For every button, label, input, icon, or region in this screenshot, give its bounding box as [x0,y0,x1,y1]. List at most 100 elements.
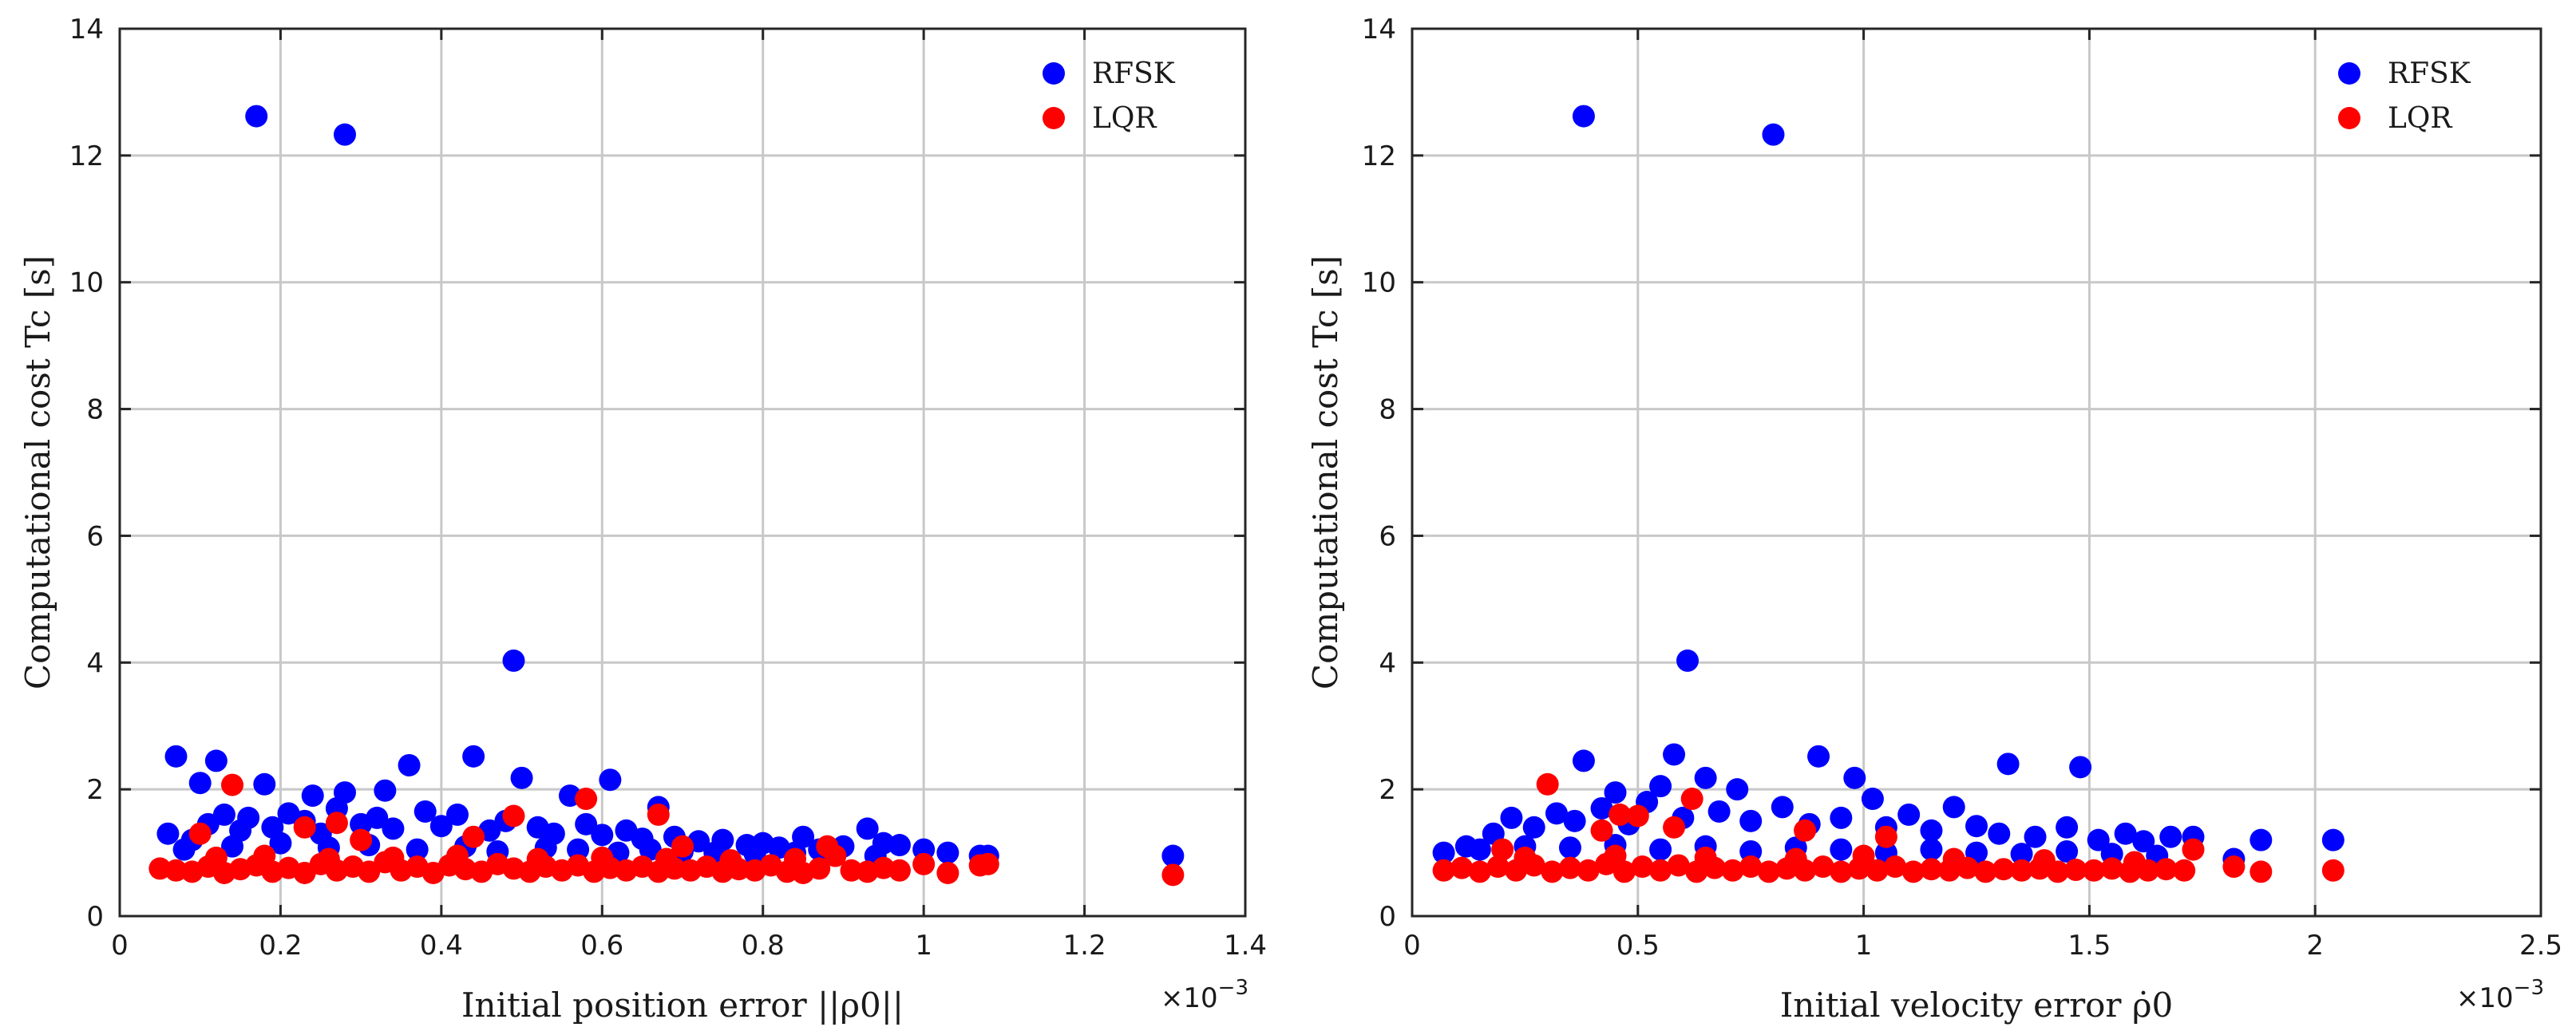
data-point-rfsk [1545,802,1568,825]
series-rfsk [1432,105,2345,871]
data-point-lqr [1514,846,1537,869]
legend-label-rfsk: RFSK [2388,57,2471,90]
data-point-rfsk [502,649,525,672]
data-point-lqr [221,773,243,796]
legend-label-rfsk: RFSK [1092,57,1176,90]
data-point-rfsk [1558,836,1581,859]
data-point-lqr [1450,856,1474,879]
data-point-lqr [164,859,188,882]
data-point-rfsk [301,784,324,808]
data-point-rfsk [462,745,485,768]
y-tick-label: 10 [69,267,104,299]
data-point-rfsk [2087,828,2110,851]
y-tick-label: 4 [86,647,104,679]
data-point-rfsk [334,123,356,146]
grid [118,27,1247,918]
data-point-lqr [1942,847,1965,871]
data-point-lqr [1541,860,1564,883]
data-point-lqr [1920,858,1943,881]
plot-frame [118,27,1247,918]
data-point-rfsk [446,803,469,826]
data-point-rfsk [414,800,437,823]
x-tick-label: 0.2 [259,930,302,962]
data-point-lqr [1626,804,1649,828]
chart-panel-position-error: 0 0.2 0.4 0.6 0.8 1 1.2 1.4 0 2 4 6 8 10 12 14 ×10−3 Init… [0,0,1285,1035]
data-point-rfsk [510,766,533,789]
x-tick-label: 1 [1855,930,1873,962]
y-tick-label: 6 [1379,520,1396,552]
data-point-lqr [293,816,316,839]
chart-panel-velocity-error: 0 0.5 1 1.5 2 2.5 0 2 4 6 8 10 12 14 ×10−3 Initial velo… [1288,0,2576,1035]
data-point-rfsk [245,105,268,128]
data-point-rfsk [1676,649,1700,672]
data-point-rfsk [1161,844,1185,867]
data-point-lqr [936,861,960,884]
data-point-rfsk [1522,816,1545,839]
data-point-lqr [1974,860,1997,883]
data-point-rfsk [2132,830,2155,853]
data-point-rfsk [366,806,389,829]
data-point-rfsk [1468,838,1491,861]
data-point-rfsk [156,822,180,845]
data-point-rfsk [2024,825,2047,848]
y-tick-label: 4 [1379,647,1396,679]
data-point-lqr [824,844,847,867]
data-point-rfsk [936,841,960,864]
data-point-rfsk [374,779,397,802]
y-tick-label: 2 [1379,774,1396,806]
data-point-lqr [2064,859,2087,882]
data-point-rfsk [2069,756,2092,779]
data-point-rfsk [1965,815,1988,838]
data-point-lqr [1161,863,1185,887]
data-point-rfsk [221,835,243,858]
data-point-lqr [655,847,678,871]
data-point-lqr [2155,858,2178,881]
y-tick-label: 0 [1379,901,1396,933]
data-point-lqr [2032,849,2056,872]
data-point-lqr [575,788,598,811]
data-point-rfsk [1843,766,1866,789]
series-rfsk [156,105,1185,867]
legend-marker-lqr [2338,107,2360,129]
data-point-rfsk [599,768,622,792]
data-point-rfsk [237,806,260,829]
data-point-rfsk [1572,749,1595,772]
x-exponent-label: ×10−3 [2456,976,2544,1014]
data-point-lqr [1649,859,1672,882]
y-tick-label: 12 [69,140,104,172]
data-point-rfsk [2321,828,2345,851]
data-point-lqr [446,844,469,867]
data-point-lqr [462,825,485,848]
scatter-chart-position-error: 0 0.2 0.4 0.6 0.8 1 1.2 1.4 0 2 4 6 8 10 12 14 ×10−3 Init… [18,14,1267,1025]
data-point-rfsk [1771,796,1794,819]
data-point-rfsk [1920,819,1943,842]
data-point-lqr [2010,859,2033,882]
data-point-lqr [317,847,340,871]
x-tick-label: 1.5 [2068,930,2111,962]
data-point-rfsk [1897,803,1921,826]
x-tick-label: 2 [2306,930,2324,962]
y-tick-label: 14 [69,14,104,45]
data-point-rfsk [2114,822,2137,845]
data-point-rfsk [1604,781,1627,804]
data-point-rfsk [567,838,590,861]
y-tick-label: 0 [86,901,104,933]
data-point-lqr [1901,860,1925,883]
data-point-lqr [2182,838,2205,861]
data-point-lqr [1631,855,1654,879]
data-point-lqr [1784,847,1807,871]
data-point-lqr [840,859,863,882]
x-tick-label: 0.5 [1616,930,1660,962]
data-point-lqr [1874,825,1897,848]
data-point-lqr [591,846,614,869]
tick-marks [118,27,1247,918]
data-point-rfsk [2056,816,2079,839]
data-point-lqr [2083,859,2106,882]
data-point-rfsk [1500,806,1523,829]
x-tick-label: 0.8 [742,930,785,962]
data-point-rfsk [212,803,235,826]
data-point-rfsk [1726,778,1749,801]
data-point-lqr [1536,772,1559,796]
data-point-rfsk [1988,822,2011,845]
data-point-lqr [1721,859,1744,882]
